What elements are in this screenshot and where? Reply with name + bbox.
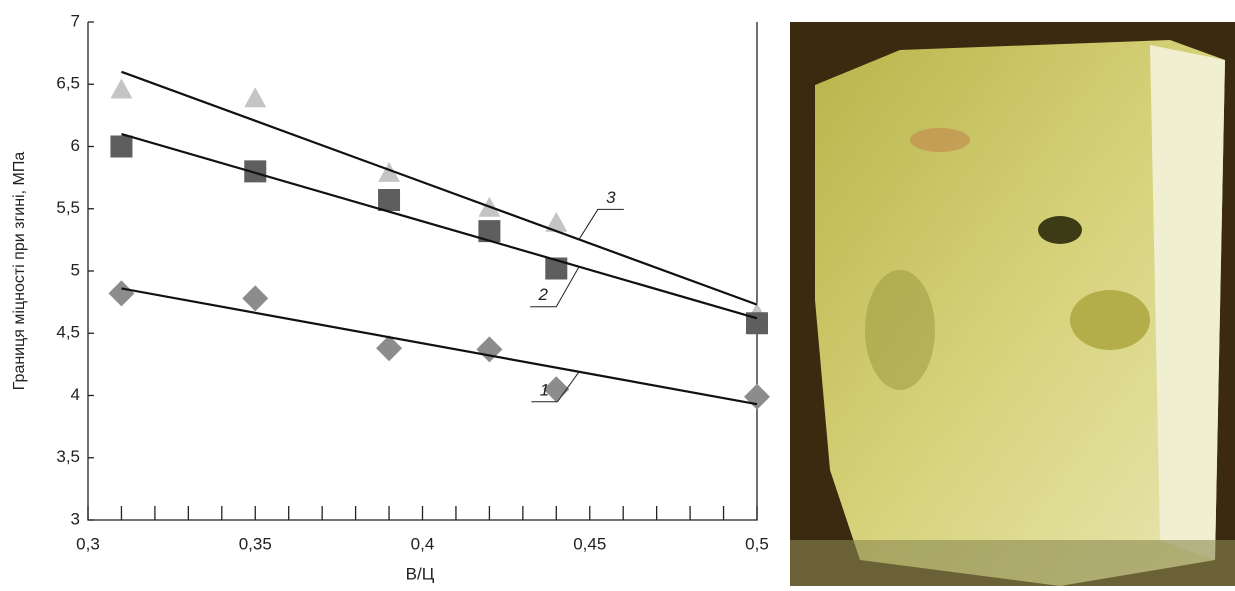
data-point	[110, 136, 132, 158]
series-label: 1	[540, 380, 549, 399]
photo	[790, 22, 1235, 586]
series-label: 3	[606, 188, 616, 207]
page: В/Ц Границя міцності при згині, МПа 3 3,5…	[0, 0, 1235, 586]
trend-line	[121, 72, 757, 305]
x-tick-label: 0,5	[745, 534, 769, 553]
trend-line	[121, 134, 757, 318]
x-tick-label: 0,35	[239, 534, 272, 553]
x-tick-label: 0,45	[573, 534, 606, 553]
y-tick-label: 5	[71, 260, 80, 279]
y-tick-label: 6,5	[56, 74, 80, 93]
series-label: 2	[538, 285, 549, 304]
x-axis-label: В/Ц	[406, 564, 435, 583]
data-point	[378, 189, 400, 211]
y-tick-label: 7	[71, 11, 80, 30]
y-tick-label: 5,5	[56, 198, 80, 217]
x-tick-label: 0,3	[76, 534, 100, 553]
data-point	[244, 87, 266, 107]
trend-line	[121, 288, 757, 404]
y-tick-label: 3,5	[56, 447, 80, 466]
y-tick-label: 4	[71, 385, 80, 404]
y-tick-label: 6	[71, 136, 80, 155]
y-axis-label: Границя міцності при згині, МПа	[11, 152, 28, 391]
y-tick-label: 4,5	[56, 323, 80, 342]
x-tick-label: 0,4	[411, 534, 435, 553]
y-tick-label: 3	[71, 509, 80, 528]
data-point	[744, 384, 770, 410]
data-point	[242, 285, 268, 311]
data-point	[110, 78, 132, 98]
data-point	[108, 280, 134, 306]
data-point	[476, 336, 502, 362]
label-leader	[579, 209, 624, 239]
